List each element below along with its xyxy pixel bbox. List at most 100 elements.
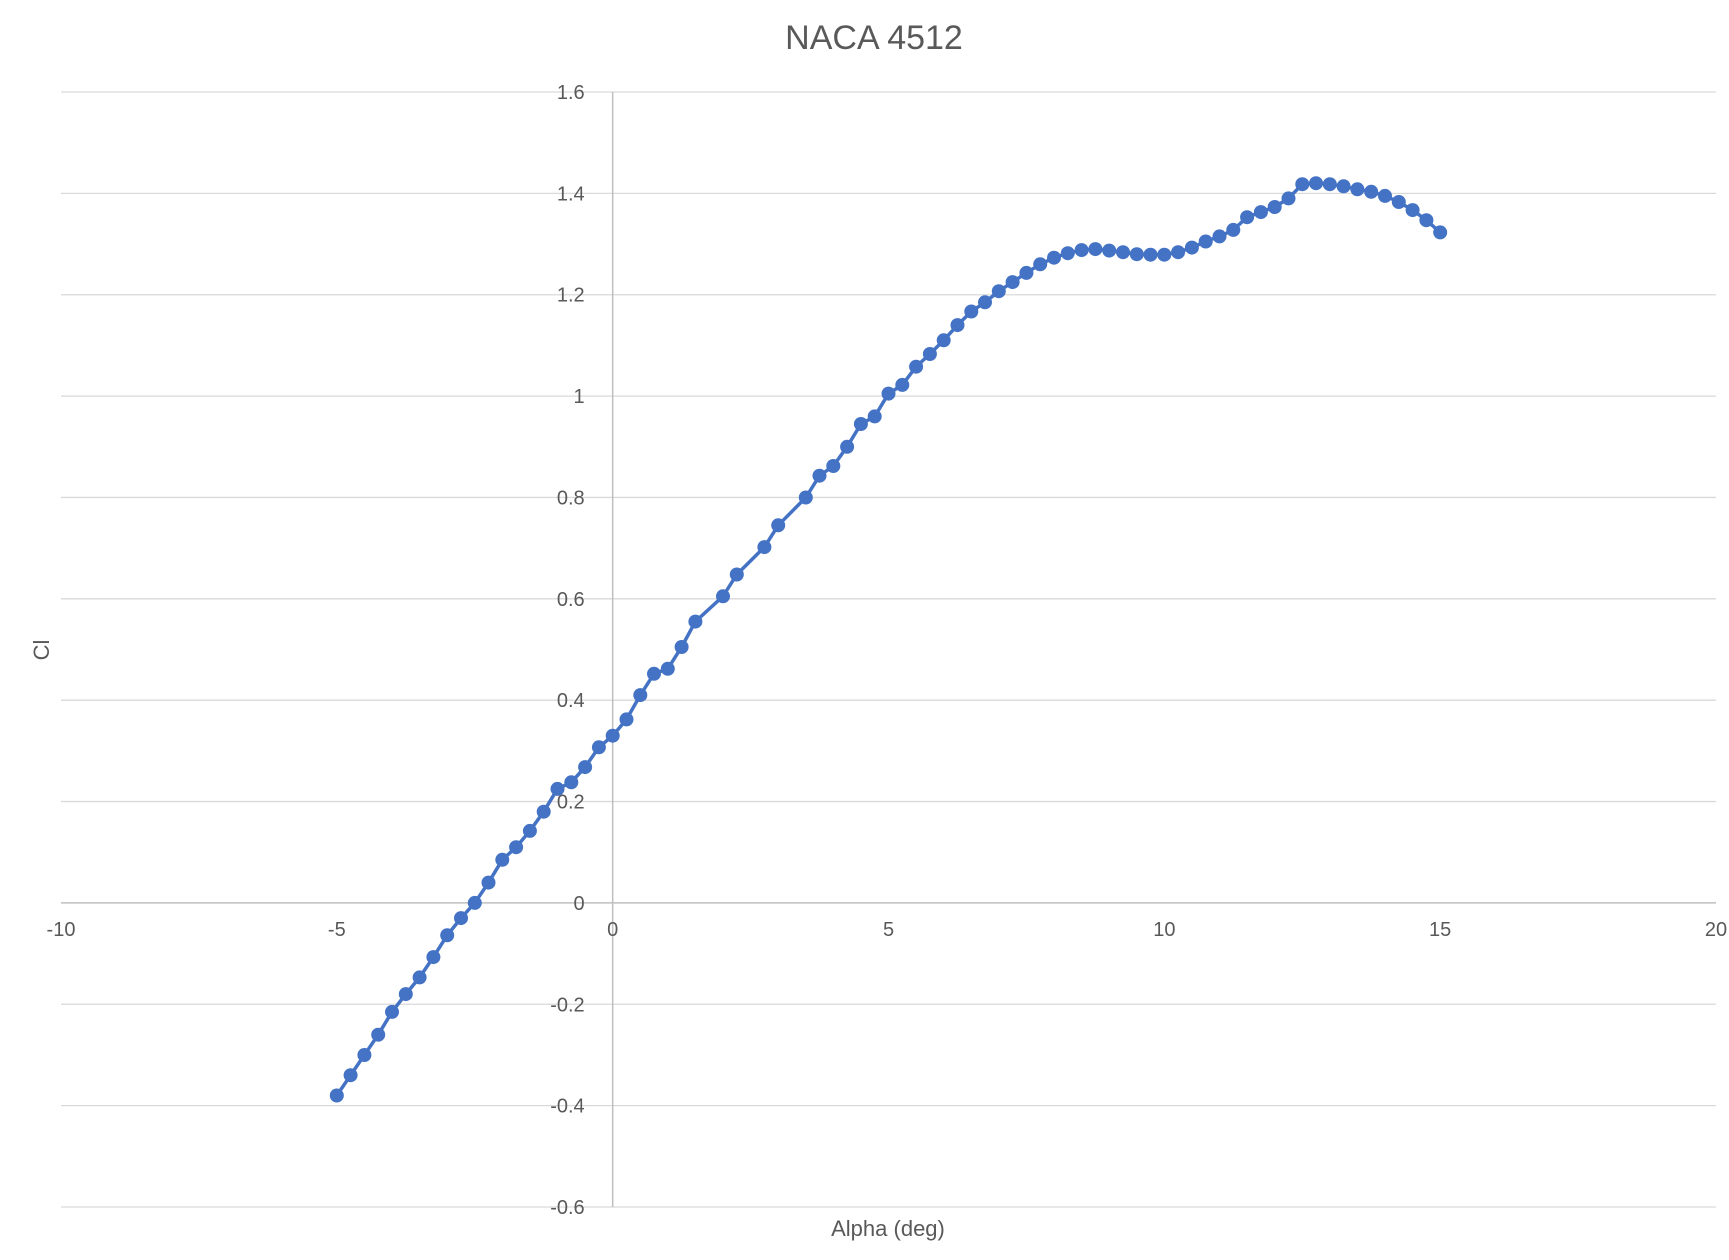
data-point — [1267, 200, 1282, 214]
axes — [61, 92, 1716, 1207]
data-point — [716, 589, 730, 604]
data-point — [1033, 257, 1048, 272]
y-tick-label: -0.6 — [550, 1197, 584, 1219]
data-point — [1047, 250, 1061, 265]
data-point — [1350, 182, 1365, 197]
data-point — [950, 318, 965, 333]
data-point — [853, 417, 868, 431]
data-point — [1157, 247, 1172, 262]
data-point — [1405, 203, 1420, 218]
x-tick-label: -10 — [47, 919, 76, 941]
data-point — [633, 688, 648, 703]
data-point — [964, 304, 979, 319]
data-point — [840, 439, 855, 454]
x-tick-label: -5 — [328, 919, 346, 941]
data-point — [412, 970, 427, 985]
data-point — [343, 1068, 358, 1083]
data-point — [509, 840, 524, 855]
data-point — [1060, 246, 1075, 261]
y-tick-label: 0.6 — [557, 589, 585, 611]
y-tick-label: -0.4 — [550, 1096, 584, 1118]
data-point — [522, 823, 537, 838]
data-point — [605, 728, 620, 743]
data-point — [936, 333, 951, 348]
y-tick-label: 0.8 — [557, 487, 585, 509]
data-point — [978, 295, 992, 310]
data-point — [647, 666, 661, 681]
data-point — [1419, 213, 1434, 228]
y-tick-label: 1.2 — [557, 285, 585, 307]
data-point — [1322, 177, 1337, 192]
y-tick-label: 1.6 — [557, 82, 585, 104]
x-tick-labels: -10 -5 0 5 10 15 20 — [47, 919, 1728, 941]
data-point — [1019, 265, 1034, 280]
data-point — [440, 928, 455, 943]
data-point — [550, 781, 565, 796]
data-point — [1143, 247, 1158, 262]
y-tick-label: 0.4 — [557, 690, 585, 712]
x-tick-label: 15 — [1429, 919, 1451, 941]
data-point — [1116, 245, 1130, 260]
data-point — [1088, 242, 1103, 257]
data-point — [495, 852, 510, 867]
data-point — [688, 614, 703, 629]
y-tick-label: 1.4 — [557, 183, 585, 205]
y-tick-label: 1 — [574, 386, 585, 408]
data-point — [591, 740, 606, 755]
data-point — [1102, 243, 1117, 258]
data-point — [1184, 240, 1199, 255]
chart-title: NACA 4512 — [785, 19, 963, 57]
data-point — [991, 284, 1006, 299]
data-point — [771, 518, 786, 533]
data-point — [371, 1027, 386, 1042]
data-point — [385, 1004, 399, 1019]
data-point — [1171, 245, 1186, 260]
x-tick-label: 10 — [1153, 919, 1175, 941]
data-point — [812, 468, 827, 483]
data-point — [1391, 195, 1406, 209]
y-tick-label: 0 — [574, 893, 585, 915]
data-point — [426, 950, 441, 965]
gridlines — [61, 91, 1716, 1208]
data-point — [467, 895, 482, 910]
data-point — [1074, 243, 1089, 258]
data-point — [1281, 191, 1296, 206]
data-point — [881, 386, 896, 401]
data-point — [481, 875, 496, 890]
data-point — [729, 567, 744, 582]
data-point — [1309, 176, 1323, 191]
y-tick-labels: -0.6 -0.4 -0.2 0 0.2 0.4 0.6 0.8 1 1.2 1.4 1.6 — [550, 82, 584, 1219]
y-axis-label: Cl — [29, 640, 54, 661]
x-tick-label: 0 — [607, 919, 618, 941]
data-point — [454, 911, 468, 926]
x-tick-label: 5 — [883, 919, 894, 941]
data-point — [536, 804, 551, 819]
data-point — [619, 712, 634, 727]
data-point — [826, 459, 841, 473]
data-series — [329, 176, 1448, 1103]
data-point — [1433, 225, 1448, 240]
data-point — [1129, 247, 1144, 262]
data-point — [798, 490, 813, 505]
data-point — [564, 775, 579, 790]
data-point — [1364, 184, 1379, 199]
data-point — [1336, 179, 1351, 194]
data-point — [357, 1048, 372, 1062]
data-point — [1253, 205, 1268, 220]
data-point — [578, 760, 593, 775]
data-point — [1295, 177, 1310, 192]
data-point — [1226, 222, 1241, 237]
data-point — [398, 987, 413, 1002]
data-point — [329, 1088, 344, 1103]
y-tick-label: 0.2 — [557, 792, 585, 814]
data-point — [1198, 234, 1213, 249]
data-point — [1240, 210, 1255, 225]
data-point — [660, 661, 675, 676]
data-point — [867, 409, 882, 424]
data-point — [895, 377, 910, 392]
x-tick-label: 20 — [1705, 919, 1727, 941]
data-point — [1005, 275, 1020, 290]
data-point — [1212, 229, 1227, 244]
